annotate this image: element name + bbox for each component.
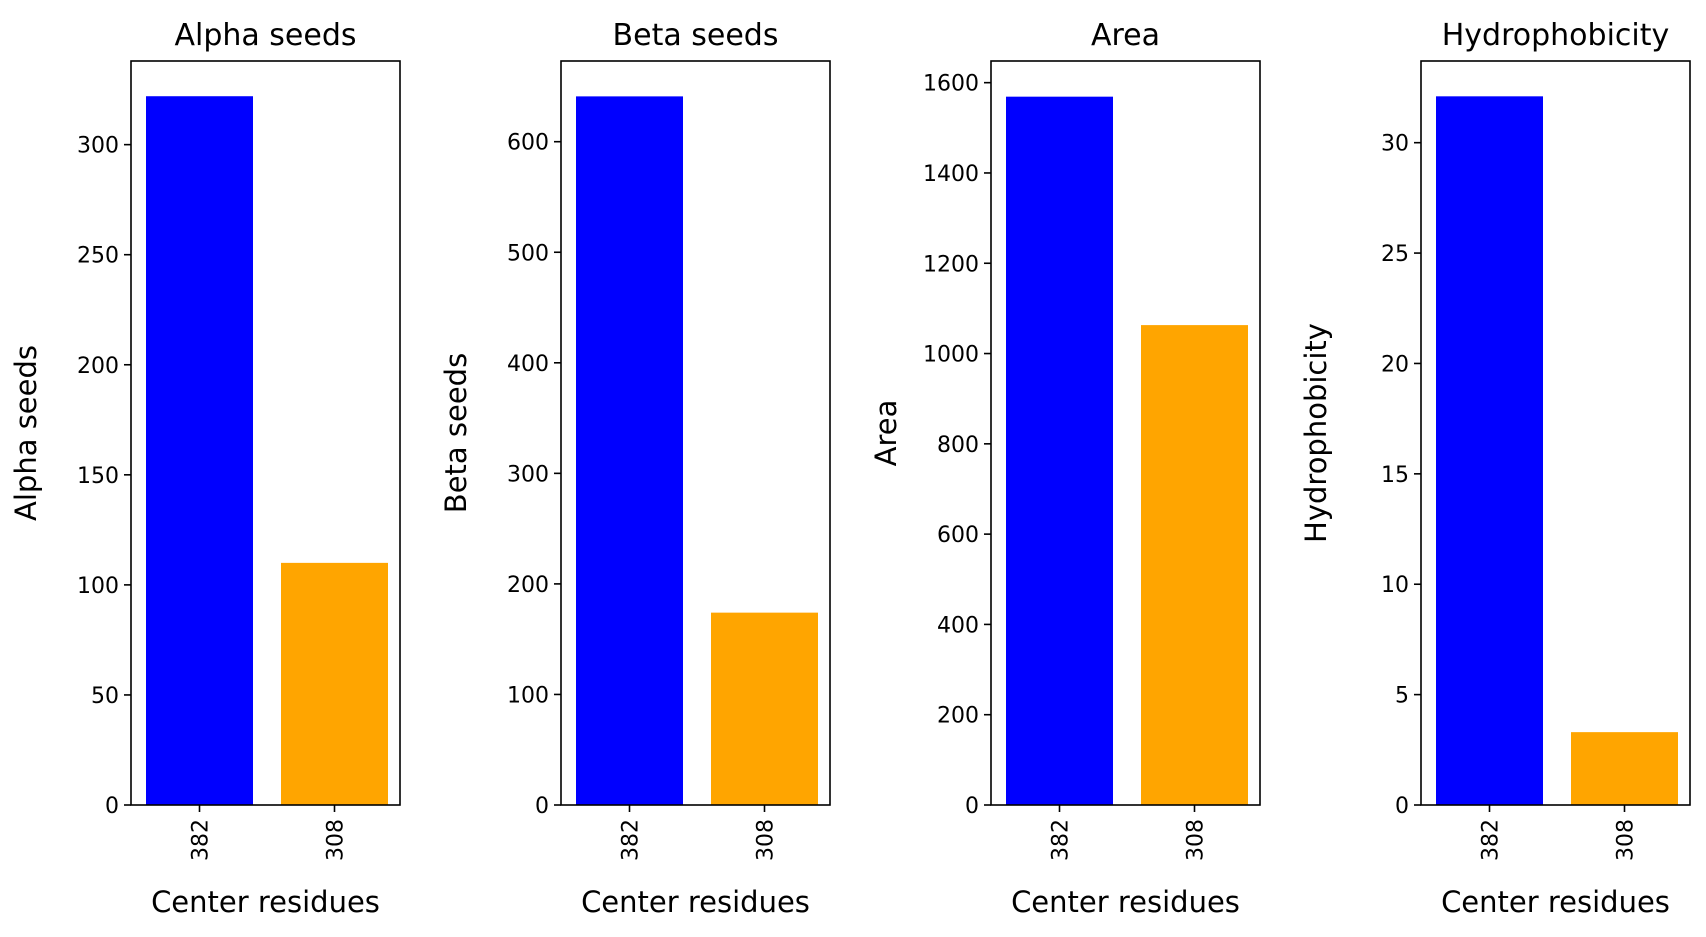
x-axis-label: Center residues: [1011, 885, 1240, 919]
y-tick-label: 10: [1381, 573, 1409, 598]
bar-382: [146, 96, 253, 805]
y-tick-label: 100: [507, 683, 549, 708]
y-tick-label: 400: [507, 352, 549, 377]
y-tick-label: 15: [1381, 463, 1409, 488]
x-tick-label: 308: [754, 819, 779, 861]
y-tick-label: 600: [507, 131, 549, 156]
plot-frame: [560, 60, 831, 806]
plot-frame: [990, 60, 1261, 806]
y-axis-label: Beta seeds: [439, 353, 473, 513]
y-tick-label: 200: [937, 704, 979, 729]
y-tick-label: 400: [937, 613, 979, 638]
x-tick-label: 382: [189, 819, 214, 861]
chart-panel-1: 0 50 100 150 200 250 300 382 308 Alpha seeds Cente…: [9, 18, 401, 919]
x-axis-label: Center residues: [151, 885, 380, 919]
x-tick-label: 382: [619, 819, 644, 861]
y-axis-label: Area: [869, 400, 903, 467]
y-tick-label: 1000: [923, 343, 979, 368]
y-axis-label: Alpha seeds: [9, 345, 43, 521]
y-tick-label: 500: [507, 241, 549, 266]
y-axis-label: Hydrophobicity: [1299, 323, 1333, 543]
y-tick-label: 1400: [923, 162, 979, 187]
bar-382: [1436, 96, 1543, 806]
x-tick-label: 308: [1184, 819, 1209, 861]
y-tick-label: 300: [507, 462, 549, 487]
bar-382: [576, 96, 683, 806]
x-tick-label: 308: [1614, 819, 1639, 861]
y-tick-label: 25: [1381, 242, 1409, 267]
y-tick-label: 200: [507, 573, 549, 598]
y-tick-label: 0: [535, 794, 549, 819]
x-axis-label: Center residues: [1441, 885, 1670, 919]
y-tick-label: 20: [1381, 352, 1409, 377]
x-tick-label: 308: [324, 819, 349, 861]
bar-308: [281, 562, 388, 805]
y-tick-label: 0: [1395, 794, 1409, 819]
y-tick-label: 30: [1381, 132, 1409, 157]
chart-title: Alpha seeds: [174, 18, 356, 53]
y-tick-label: 250: [77, 244, 119, 269]
y-tick-label: 0: [965, 794, 979, 819]
chart-panel-3: 0 200 400 600 800 1000 1200 1400 1600 382 308 Area C…: [869, 18, 1261, 919]
x-tick-label: 382: [1049, 819, 1074, 861]
y-tick-label: 200: [77, 354, 119, 379]
plot-frame: [130, 60, 401, 806]
bar-308: [1141, 325, 1248, 805]
bar-382: [1006, 96, 1113, 806]
x-tick-label: 382: [1479, 819, 1504, 861]
bar-308: [1571, 732, 1678, 805]
y-tick-label: 300: [77, 134, 119, 159]
chart-panel-4: 0 5 10 15 20 25 30 382 308 Hydrophobicity Center r…: [1299, 18, 1691, 919]
y-tick-label: 600: [937, 523, 979, 548]
chart-title: Hydrophobicity: [1442, 18, 1670, 53]
bar-308: [711, 612, 818, 805]
y-tick-label: 100: [77, 574, 119, 599]
y-tick-label: 1200: [923, 252, 979, 277]
chart-panel-2: 0 100 200 300 400 500 600 382 308 Beta seeds Cente…: [439, 18, 831, 919]
plot-frame: [1420, 60, 1691, 806]
y-tick-label: 800: [937, 433, 979, 458]
y-tick-label: 5: [1395, 684, 1409, 709]
y-tick-label: 50: [91, 684, 119, 709]
y-tick-label: 1600: [923, 72, 979, 97]
chart-title: Beta seeds: [613, 18, 779, 53]
y-tick-label: 150: [77, 464, 119, 489]
x-axis-label: Center residues: [581, 885, 810, 919]
y-tick-label: 0: [105, 794, 119, 819]
chart-title: Area: [1091, 18, 1160, 53]
